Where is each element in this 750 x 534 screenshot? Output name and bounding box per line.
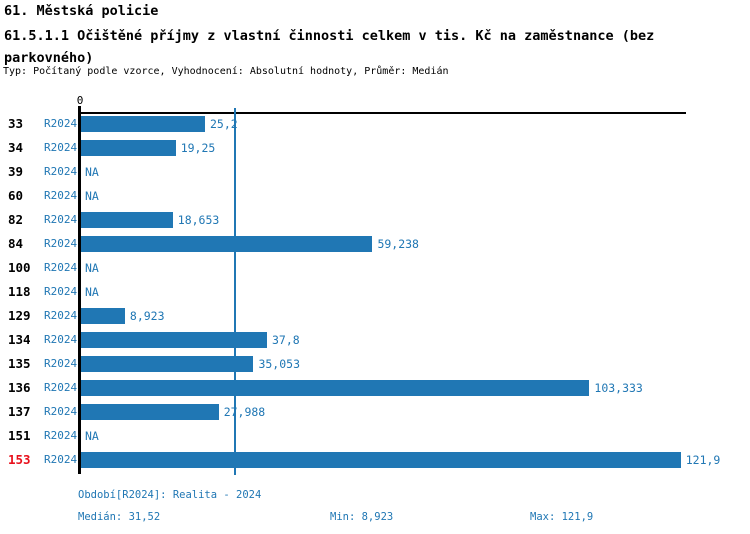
chart-row: 135 R2024 35,053 (0, 352, 750, 376)
value-label: NA (85, 189, 99, 203)
bar (81, 332, 267, 348)
row-id-label: 100 (8, 260, 31, 275)
chart-row: 82 R2024 18,653 (0, 208, 750, 232)
value-label: NA (85, 261, 99, 275)
value-label: 37,8 (271, 333, 300, 347)
period-label: R2024 (44, 285, 78, 298)
axis-zero-label: 0 (76, 94, 84, 107)
period-label: R2024 (44, 453, 78, 466)
chart-row: 118 R2024 NA (0, 280, 750, 304)
value-label: 19,25 (180, 141, 216, 155)
period-label: R2024 (44, 141, 78, 154)
period-label: R2024 (44, 165, 78, 178)
value-label: 18,653 (177, 213, 220, 227)
period-label: R2024 (44, 213, 78, 226)
value-label: 27,988 (223, 405, 266, 419)
bar (81, 356, 254, 372)
bar-rows: 33 R2024 25,2 34 R2024 19,25 39 R2024 NA… (0, 112, 750, 472)
row-id-label: 137 (8, 404, 31, 419)
median-stat: Medián: 31,52 (78, 511, 161, 523)
row-id-label: 82 (8, 212, 24, 227)
chart-row: 84 R2024 59,238 (0, 232, 750, 256)
bar (81, 404, 219, 420)
period-label: R2024 (44, 405, 78, 418)
period-label: R2024 (44, 261, 78, 274)
row-id-label: 118 (8, 284, 31, 299)
bar (81, 308, 125, 324)
value-label: 25,2 (209, 117, 238, 131)
chart-meta: Typ: Počítaný podle vzorce, Vyhodnocení:… (3, 66, 449, 77)
value-label: NA (85, 285, 99, 299)
chart-row: 39 R2024 NA (0, 160, 750, 184)
chart-row: 134 R2024 37,8 (0, 328, 750, 352)
bar (81, 116, 205, 132)
value-label: NA (85, 429, 99, 443)
row-id-label: 33 (8, 116, 24, 131)
period-label: R2024 (44, 381, 78, 394)
row-id-label: 129 (8, 308, 31, 323)
value-label: 121,9 (685, 453, 721, 467)
value-label: 103,333 (594, 381, 643, 395)
row-id-label: 39 (8, 164, 24, 179)
min-stat: Min: 8,923 (330, 511, 394, 523)
row-id-label: 60 (8, 188, 24, 203)
chart-row: 33 R2024 25,2 (0, 112, 750, 136)
period-label: R2024 (44, 309, 78, 322)
value-label: NA (85, 165, 99, 179)
period-label: R2024 (44, 189, 78, 202)
page-title: 61. Městská policie (4, 3, 159, 19)
chart-subtitle: 61.5.1.1 Očištěné příjmy z vlastní činno… (4, 28, 655, 66)
chart-row: 100 R2024 NA (0, 256, 750, 280)
x-axis-line (80, 112, 686, 114)
period-label: R2024 (44, 357, 78, 370)
value-label: 59,238 (377, 237, 419, 251)
chart-row: 129 R2024 8,923 (0, 304, 750, 328)
median-line (234, 108, 236, 475)
y-axis-line (78, 106, 81, 474)
bar (81, 212, 173, 228)
row-id-label: 135 (8, 356, 31, 371)
chart-row: 136 R2024 103,333 (0, 376, 750, 400)
row-id-label: 34 (8, 140, 24, 155)
chart-row: 60 R2024 NA (0, 184, 750, 208)
row-id-label: 136 (8, 380, 31, 395)
row-id-label: 151 (8, 428, 31, 443)
period-label: R2024 (44, 237, 78, 250)
value-label: 8,923 (129, 309, 165, 323)
value-label: 35,053 (258, 357, 300, 371)
row-id-label: 134 (8, 332, 31, 347)
bar (81, 236, 373, 252)
period-label: R2024 (44, 117, 78, 130)
bar (81, 452, 681, 468)
chart-row: 34 R2024 19,25 (0, 136, 750, 160)
bar (81, 380, 590, 396)
period-label: R2024 (44, 333, 78, 346)
row-id-label: 153 (8, 452, 31, 467)
row-id-label: 84 (8, 236, 24, 251)
chart-row: 153 R2024 121,9 (0, 448, 750, 472)
chart-row: 137 R2024 27,988 (0, 400, 750, 424)
max-stat: Max: 121,9 (530, 511, 594, 523)
bar (81, 140, 176, 156)
period-legend: Období[R2024]: Realita - 2024 (78, 489, 262, 501)
chart-row: 151 R2024 NA (0, 424, 750, 448)
period-label: R2024 (44, 429, 78, 442)
